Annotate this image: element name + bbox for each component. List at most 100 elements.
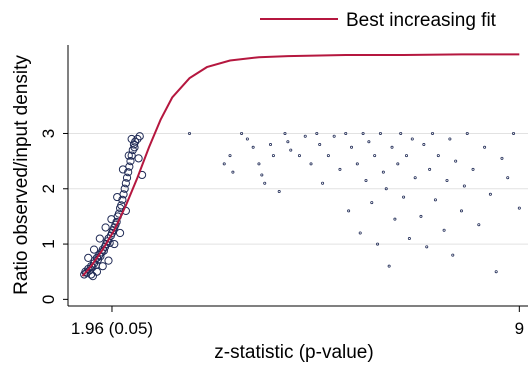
small-points-layer <box>188 131 521 274</box>
data-point-small <box>260 173 264 177</box>
data-point-small <box>477 223 481 227</box>
data-point-small <box>303 134 307 138</box>
data-point-small <box>442 228 446 232</box>
data-point <box>107 215 116 224</box>
data-point <box>101 223 110 232</box>
data-point <box>124 168 133 177</box>
x-axis: 1.96 (0.05) 9 <box>68 305 528 338</box>
best-fit-line <box>81 53 520 277</box>
data-point-small <box>390 145 394 149</box>
data-point-small <box>387 264 391 268</box>
data-point-small <box>321 181 325 185</box>
data-point <box>127 134 136 144</box>
data-point-small <box>373 154 377 158</box>
gridlines <box>68 132 528 245</box>
data-point <box>110 239 119 249</box>
data-point-small <box>361 131 365 135</box>
legend: Best increasing fit <box>260 10 497 31</box>
data-point <box>122 173 132 182</box>
data-point <box>98 262 107 271</box>
data-point <box>89 245 99 254</box>
data-point <box>127 151 136 160</box>
data-point-small <box>454 159 458 163</box>
data-point-small <box>283 131 287 135</box>
data-point-small <box>245 137 249 141</box>
data-point-small <box>494 270 498 274</box>
data-point-small <box>431 131 435 135</box>
data-point-small <box>410 137 414 141</box>
data-point-small <box>483 145 487 149</box>
data-point-small <box>399 131 403 135</box>
y-ticks: 0 1 2 3 <box>39 129 68 304</box>
data-point <box>104 256 113 265</box>
data-point-small <box>448 137 452 141</box>
data-point <box>87 270 96 279</box>
y-axis: 0 1 2 3 <box>39 45 69 306</box>
data-point-small <box>428 167 432 171</box>
data-point <box>118 195 127 204</box>
data-point <box>134 154 143 163</box>
data-point-small <box>358 231 362 235</box>
data-point <box>82 268 91 277</box>
data-point-small <box>384 187 388 191</box>
data-point-small <box>367 140 371 144</box>
data-point-small <box>413 176 417 180</box>
x-axis-title: z-statistic (p-value) <box>214 342 373 363</box>
y-tick-label: 0 <box>39 295 58 304</box>
data-point-small <box>355 162 359 166</box>
x-ticks: 1.96 (0.05) 9 <box>71 306 524 338</box>
data-point-small <box>393 217 397 221</box>
data-point-small <box>338 167 342 171</box>
data-point-small <box>396 162 400 166</box>
data-point-small <box>326 154 330 158</box>
data-point-small <box>277 190 281 194</box>
data-point-small <box>289 148 293 152</box>
data-point-small <box>309 162 313 166</box>
data-point-small <box>269 143 273 147</box>
data-point-small <box>344 131 348 135</box>
data-point-small <box>370 201 374 205</box>
data-point-small <box>465 131 469 135</box>
data-point <box>121 179 130 188</box>
data-point-small <box>188 131 192 135</box>
x-tick-label: 1.96 (0.05) <box>71 319 153 338</box>
data-point-small <box>419 214 423 218</box>
data-point-small <box>381 170 385 174</box>
data-point-small <box>347 209 351 213</box>
data-point-small <box>376 242 380 246</box>
data-point <box>124 151 133 160</box>
data-point-small <box>404 154 408 158</box>
data-point-small <box>315 131 319 135</box>
data-point <box>84 253 93 262</box>
data-point-small <box>451 253 455 257</box>
points-layer <box>80 132 147 281</box>
data-point-small <box>407 237 411 241</box>
data-point <box>135 132 144 141</box>
y-tick-label: 1 <box>39 239 58 248</box>
data-point-small <box>433 198 437 202</box>
data-point-small <box>350 145 354 149</box>
data-point <box>133 134 142 144</box>
data-point-small <box>286 140 290 144</box>
data-point <box>120 184 129 193</box>
data-point-small <box>240 131 244 135</box>
data-point-small <box>512 131 516 135</box>
data-point-small <box>318 143 322 147</box>
data-point-small <box>297 154 301 158</box>
data-point-small <box>251 145 255 149</box>
data-point-small <box>271 154 275 158</box>
data-point-small <box>500 156 504 160</box>
data-point-small <box>402 195 406 199</box>
data-point <box>95 234 104 243</box>
x-tick-label: 9 <box>515 319 524 338</box>
data-point-small <box>462 184 466 188</box>
y-tick-label: 2 <box>39 184 58 193</box>
data-point <box>88 272 97 281</box>
data-point-small <box>517 206 521 210</box>
legend-label: Best increasing fit <box>346 10 497 31</box>
data-point <box>118 165 128 174</box>
data-point-small <box>364 178 368 182</box>
data-point-small <box>436 154 440 158</box>
data-point-small <box>332 134 336 138</box>
